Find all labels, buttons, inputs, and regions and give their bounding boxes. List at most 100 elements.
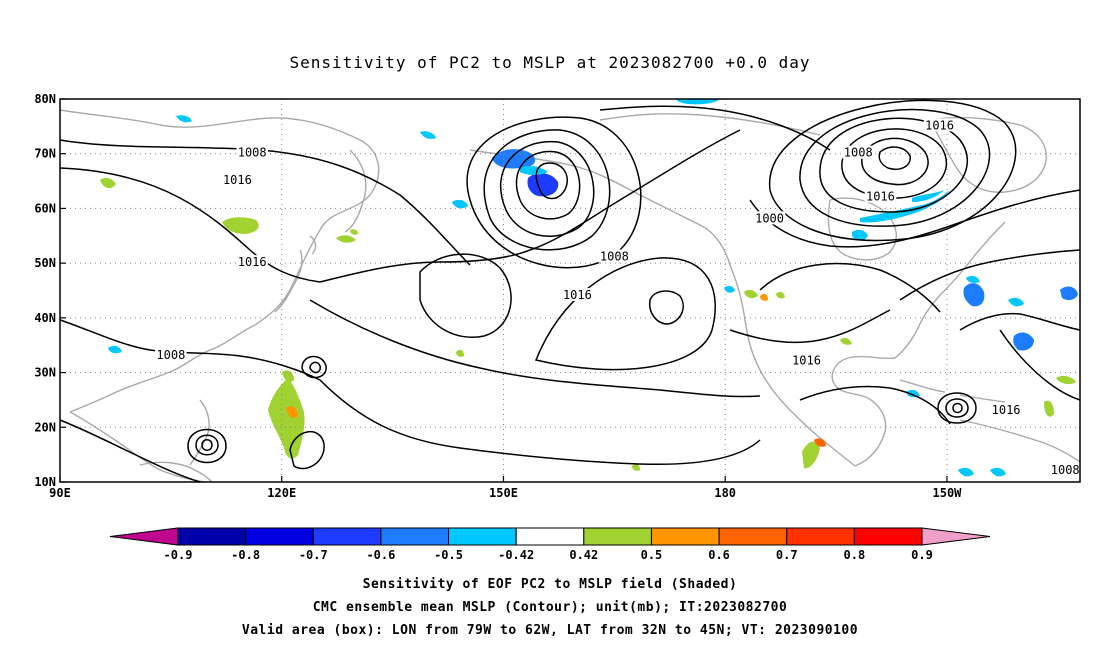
contour-1008-pac-south — [319, 379, 761, 466]
contour-1016-hi-4 — [759, 262, 941, 313]
contour-1016-arctic — [599, 105, 831, 151]
coast-greenland — [929, 116, 1047, 193]
contour-label-bg — [790, 353, 823, 367]
contour-label: 1016 — [223, 173, 252, 187]
contour-label: 1016 — [238, 255, 267, 269]
y-tick-label: 30N — [34, 366, 56, 380]
contour-trop-low-3 — [187, 428, 227, 464]
x-tick-label: 90E — [49, 486, 71, 500]
shade-green-siberia — [222, 217, 259, 234]
shade-cyan-nova — [966, 275, 980, 283]
shade-green-atl — [1056, 375, 1076, 385]
contour-label: 1000 — [755, 211, 784, 225]
y-tick-label: 50N — [34, 256, 56, 270]
coast-na-west — [729, 264, 856, 467]
x-tick-label: 150E — [489, 486, 518, 500]
contour-arctic-low-2 — [861, 137, 929, 186]
coast-japan — [274, 235, 317, 313]
x-tick-label: 150W — [933, 486, 963, 500]
contour-label: 1008 — [844, 146, 873, 160]
contour-label-bg — [1049, 463, 1082, 477]
contour-label-bg — [236, 255, 268, 269]
colorbar-over-triangle — [921, 527, 991, 546]
coast-asia-east — [59, 109, 380, 413]
colorbar-segment — [448, 527, 517, 546]
chart-title: Sensitivity of PC2 to MSLP at 2023082700… — [289, 53, 810, 72]
y-axis: 10N 20N 30N 40N 50N 60N 70N 80N — [34, 92, 66, 489]
contour-atl-low-1 — [952, 402, 963, 414]
coast-borneo — [139, 461, 213, 483]
caption-line-2: CMC ensemble mean MSLP (Contour); unit(m… — [313, 600, 788, 615]
contour-trop-low-2 — [195, 434, 219, 456]
contour-alaska-low-5 — [466, 116, 642, 269]
shade-orange-na — [760, 293, 768, 301]
contour-label-bg — [842, 145, 875, 159]
contour-1008-asia — [59, 319, 321, 381]
contour-arctic-low-5 — [799, 108, 991, 227]
shade-green-pac3 — [632, 463, 640, 471]
contour-arctic-low-6 — [769, 99, 1017, 242]
shade-cyan-canada — [852, 229, 868, 241]
shade-blue-alaska — [492, 149, 536, 169]
coast-kamchatka — [344, 149, 367, 233]
contour-trop-low-1 — [201, 439, 213, 451]
map-frame — [59, 98, 1081, 483]
contour-alaska-low-1 — [535, 162, 568, 200]
contour-label: 1016 — [992, 403, 1021, 417]
colorbar-segment — [650, 527, 720, 546]
y-tick-label: 60N — [34, 201, 56, 215]
colorbar-label: -0.9 — [164, 548, 193, 562]
coast-sa — [959, 419, 1081, 463]
contour-1016-siberia — [59, 167, 321, 283]
map-panel: 1016 1008 1000 1016 1008 1016 1008 1016 1016 1008… — [59, 98, 1082, 483]
shaded-sensitivity — [100, 99, 1078, 477]
contour-1016-atl — [899, 249, 1081, 301]
contour-atl-low-3 — [937, 392, 977, 424]
contour-1016-canada — [749, 189, 1081, 248]
contour-alaska-low-2 — [515, 150, 581, 220]
colorbar-label: -0.42 — [498, 548, 534, 562]
shade-cyan-tropics1 — [958, 467, 974, 477]
contour-labels: 1016 1008 1000 1016 1008 1016 1008 1016 1016 1008… — [155, 118, 1082, 477]
contour-label-bg — [236, 145, 268, 159]
contour-1016-atl-2 — [959, 312, 1081, 331]
contour-arctic-low-3 — [841, 128, 948, 199]
shade-blue-nova — [963, 283, 985, 307]
contour-label: 1016 — [563, 288, 592, 302]
colorbar-label: -0.7 — [299, 548, 328, 562]
shade-blue-atlantic-e — [1060, 286, 1078, 301]
shade-cyan-arctic2 — [176, 115, 192, 123]
shade-cyan-atlantic — [1008, 297, 1024, 307]
colorbar-label: 0.7 — [776, 548, 798, 562]
colorbar-label: -0.5 — [434, 548, 463, 562]
contour-label-bg — [753, 211, 786, 225]
y-tick-label: 70N — [34, 147, 56, 161]
mslp-contours — [59, 99, 1081, 483]
colorbar-segment — [245, 527, 314, 546]
contour-label: 1016 — [925, 118, 954, 132]
contour-typhoon-1 — [309, 361, 322, 374]
shade-green-marianas-n — [282, 370, 294, 382]
coastlines — [59, 109, 1081, 483]
contour-1016-sa — [59, 419, 201, 483]
grid-lines — [60, 99, 1080, 482]
shade-cyan-sea — [108, 345, 122, 354]
coast-caribbean — [899, 379, 1006, 403]
coast-hudson — [827, 197, 897, 261]
colorbar-segment — [583, 527, 652, 546]
colorbar-segment — [853, 527, 923, 546]
colorbar-segment — [177, 527, 247, 546]
colorbar-segment — [786, 527, 855, 546]
contour-alaska-low-4 — [483, 129, 611, 251]
contour-label-bg — [990, 402, 1022, 416]
shade-cyan-ca — [906, 389, 920, 398]
colorbar-segment — [718, 527, 788, 546]
contour-label-bg — [561, 287, 594, 301]
coast-gulf — [831, 355, 896, 467]
contour-arctic-low-4 — [819, 117, 968, 213]
y-tick-label: 80N — [34, 92, 56, 106]
y-tick-label: 10N — [34, 475, 56, 489]
contour-1016-hi-1 — [419, 253, 512, 338]
contour-1016-pacific-ridge — [319, 129, 741, 283]
x-tick-label: 180 — [714, 486, 736, 500]
